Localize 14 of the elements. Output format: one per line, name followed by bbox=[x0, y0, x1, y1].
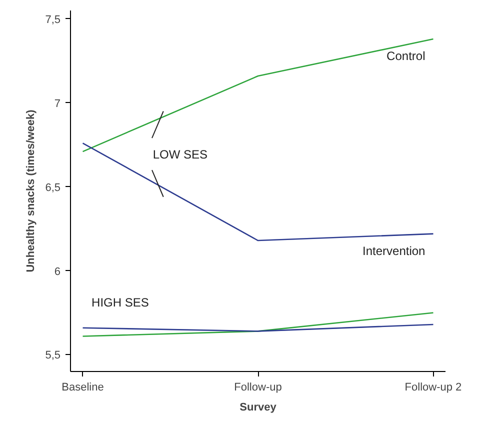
annotation: LOW SES bbox=[152, 148, 208, 162]
x-tick-label: Follow-up bbox=[234, 382, 282, 394]
x-tick-label: Baseline bbox=[62, 382, 104, 394]
annotation: HIGH SES bbox=[92, 295, 149, 310]
series-label: Intervention bbox=[362, 244, 426, 258]
y-tick-label: 6 bbox=[54, 266, 61, 278]
x-axis-title: Survey bbox=[240, 402, 278, 414]
y-axis-title: Unhealthy snacks (times/week) bbox=[25, 109, 38, 272]
y-tick-label: 6,5 bbox=[45, 182, 61, 194]
x-tick-label: Follow-up 2 bbox=[404, 382, 462, 394]
y-tick-label: 5,5 bbox=[45, 350, 61, 362]
y-tick-label: 7,5 bbox=[45, 14, 61, 26]
y-tick-label: 7 bbox=[54, 98, 61, 110]
series-label: Control bbox=[386, 49, 426, 64]
